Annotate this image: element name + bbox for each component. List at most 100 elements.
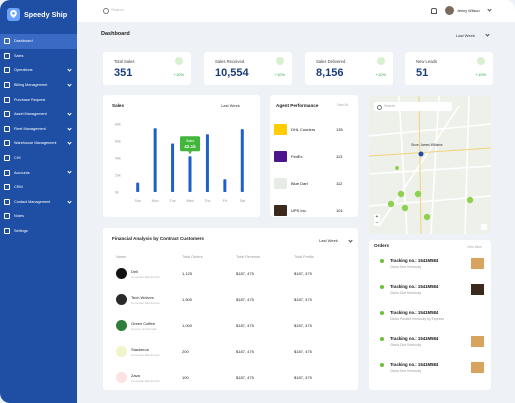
map-pin-label: Store: James Williams xyxy=(411,143,443,147)
bell-icon[interactable] xyxy=(431,8,437,14)
status-dot xyxy=(380,311,384,315)
sidebar-item-contact-management[interactable]: Contact Management xyxy=(0,195,77,210)
y-tick-label: 80k xyxy=(115,122,121,126)
table-row[interactable]: Zava Computer Electronics 100 $187, 475 $187… xyxy=(103,372,358,392)
agent-view-all-link[interactable]: View All xyxy=(337,103,349,107)
agent-row[interactable]: Blue Dart 112 xyxy=(270,178,358,202)
stat-card: New Leads 51 +10% xyxy=(405,52,493,85)
sidebar-item-fleet-management[interactable]: Fleet Management xyxy=(0,122,77,137)
agent-name: DHL Couriers xyxy=(291,127,316,132)
table-row[interactable]: Dell Computer Electronics 1,125 $187, 475 $1… xyxy=(103,268,358,288)
sales-range-select[interactable]: Last Week xyxy=(221,103,240,108)
sidebar-item-chi[interactable]: CHI xyxy=(0,151,77,166)
bar-thu[interactable] xyxy=(205,134,209,192)
company-category: Computer Electronics xyxy=(131,379,160,383)
sales-chart-card: Sales Last Week 0k 20k 40k 60k 80k Sun Mon Tue W… xyxy=(103,95,260,217)
bar-sun[interactable] xyxy=(136,182,140,192)
table-row[interactable]: Green Coffee Grocery and Foods 1,000 $187, … xyxy=(103,320,358,340)
financial-analysis-card: Financial Analysis by Contract Customers… xyxy=(103,228,358,390)
order-item[interactable]: Tracking no.: 1541M584 Gloria Packed Kent… xyxy=(369,309,491,329)
sidebar-item-settings[interactable]: Settings xyxy=(0,224,77,239)
agent-value: 101 xyxy=(336,208,343,213)
agent-performance-title: Agent Performance xyxy=(276,103,319,108)
search-icon xyxy=(377,104,382,110)
map-panel[interactable]: Search Store: James Williams + − xyxy=(369,96,491,234)
x-tick-label: Tue xyxy=(170,199,176,203)
sidebar-item-billing-management[interactable]: Billing Management xyxy=(0,78,77,93)
table-row[interactable]: Tech Wolves Computer Electronics 1,500 $187… xyxy=(103,294,358,314)
avatar[interactable] xyxy=(445,6,454,15)
sidebar-item-warehouse-management[interactable]: Warehouse Management xyxy=(0,136,77,151)
sidebar-item-sales[interactable]: Sales xyxy=(0,49,77,64)
order-customer: Gloria Doe Kentucky xyxy=(390,265,422,269)
sidebar-item-notes[interactable]: Notes xyxy=(0,209,77,224)
status-dot xyxy=(380,259,384,263)
column-header: Total Revenue xyxy=(236,255,261,259)
sidebar-item-label: Settings xyxy=(14,229,28,234)
stat-value: 51 xyxy=(416,67,429,79)
sidebar-item-crm[interactable]: CRM xyxy=(0,180,77,195)
sidebar-item-operations[interactable]: Operations xyxy=(0,63,77,78)
stat-card: Sales Received 10,554 +10% xyxy=(204,52,292,85)
x-tick-label: Sun xyxy=(135,199,141,203)
bar-fri[interactable] xyxy=(223,179,227,192)
sidebar-item-asset-management[interactable]: Asset Management xyxy=(0,107,77,122)
sales-chart-title[interactable]: Sales xyxy=(112,103,125,108)
tracking-number: Tracking no.: 1541M584 xyxy=(390,362,439,367)
order-item[interactable]: Tracking no.: 1541M584 Gloria Doe Kentuck… xyxy=(369,257,491,277)
map-search-input[interactable]: Search xyxy=(374,102,452,111)
date-range-select[interactable]: Last Week xyxy=(456,33,475,38)
chevron-down-icon[interactable] xyxy=(485,32,490,37)
total-profits: $187, 475 xyxy=(294,375,312,380)
fullscreen-icon[interactable] xyxy=(481,224,487,230)
user-name[interactable]: Jenny Wilson xyxy=(457,8,480,13)
brand[interactable]: Speedy Ship xyxy=(7,6,67,22)
financial-title: Financial Analysis by Contract Customers xyxy=(112,236,204,241)
financial-range-select[interactable]: Last Week xyxy=(319,238,338,243)
y-tick-label: 60k xyxy=(115,139,121,143)
x-tick-label: Wed xyxy=(186,199,193,203)
order-item[interactable]: Tracking no.: 1541M584 Gloria Doe Kentuck… xyxy=(369,283,491,303)
stat-change: +10% xyxy=(173,72,184,77)
map-zoom-controls[interactable]: + − xyxy=(374,214,380,226)
bar-wed[interactable] xyxy=(188,156,192,192)
company-logo xyxy=(116,294,127,305)
sidebar-item-dashboard[interactable]: Dashboard xyxy=(0,34,77,49)
stat-label: New Leads xyxy=(416,59,437,64)
x-tick-label: Sat xyxy=(240,199,245,203)
company-category: Computer Electronics xyxy=(131,275,160,279)
order-item[interactable]: Tracking no.: 1541M584 Gloria Doe Kentuck… xyxy=(369,361,491,381)
menu-item-icon xyxy=(4,52,10,59)
trend-up-icon xyxy=(276,57,284,65)
agent-row[interactable]: DHL Couriers 135 xyxy=(270,124,358,148)
sidebar-item-purchase-request[interactable]: Purchase Request xyxy=(0,92,77,107)
sidebar-item-accounts[interactable]: Accounts xyxy=(0,165,77,180)
search-input[interactable]: Search xyxy=(111,7,124,12)
chevron-down-icon[interactable] xyxy=(348,238,353,243)
bar-sat[interactable] xyxy=(240,129,244,192)
order-item[interactable]: Tracking no.: 1541M584 Gloria Doe Kentuck… xyxy=(369,335,491,355)
menu-item-icon xyxy=(4,169,10,176)
agent-performance-card: Agent Performance View All DHL Couriers 1… xyxy=(270,95,358,217)
sidebar-item-label: Accounts xyxy=(14,170,30,175)
x-tick-label: Mon xyxy=(152,199,159,203)
y-tick-label: 20k xyxy=(115,173,121,177)
total-orders: 1,000 xyxy=(182,323,193,328)
agent-logo xyxy=(274,151,287,162)
chevron-down-icon[interactable] xyxy=(487,7,492,12)
orders-view-more-link[interactable]: View More xyxy=(467,245,482,249)
company-name: Dell xyxy=(131,269,138,274)
order-customer: Gloria Doe Kentucky xyxy=(390,369,422,373)
total-orders: 1,125 xyxy=(182,271,193,276)
bar-mon[interactable] xyxy=(153,128,157,192)
total-revenue: $187, 475 xyxy=(236,349,254,354)
chevron-down-icon xyxy=(67,111,72,116)
status-dot xyxy=(380,285,384,289)
table-row[interactable]: Stackeroo Computer Electronics 200 $187, 47… xyxy=(103,346,358,366)
agent-row[interactable]: FedEx 113 xyxy=(270,151,358,175)
bar-tue[interactable] xyxy=(171,143,175,192)
agent-row[interactable]: UPS Inc. 101 xyxy=(270,205,358,229)
